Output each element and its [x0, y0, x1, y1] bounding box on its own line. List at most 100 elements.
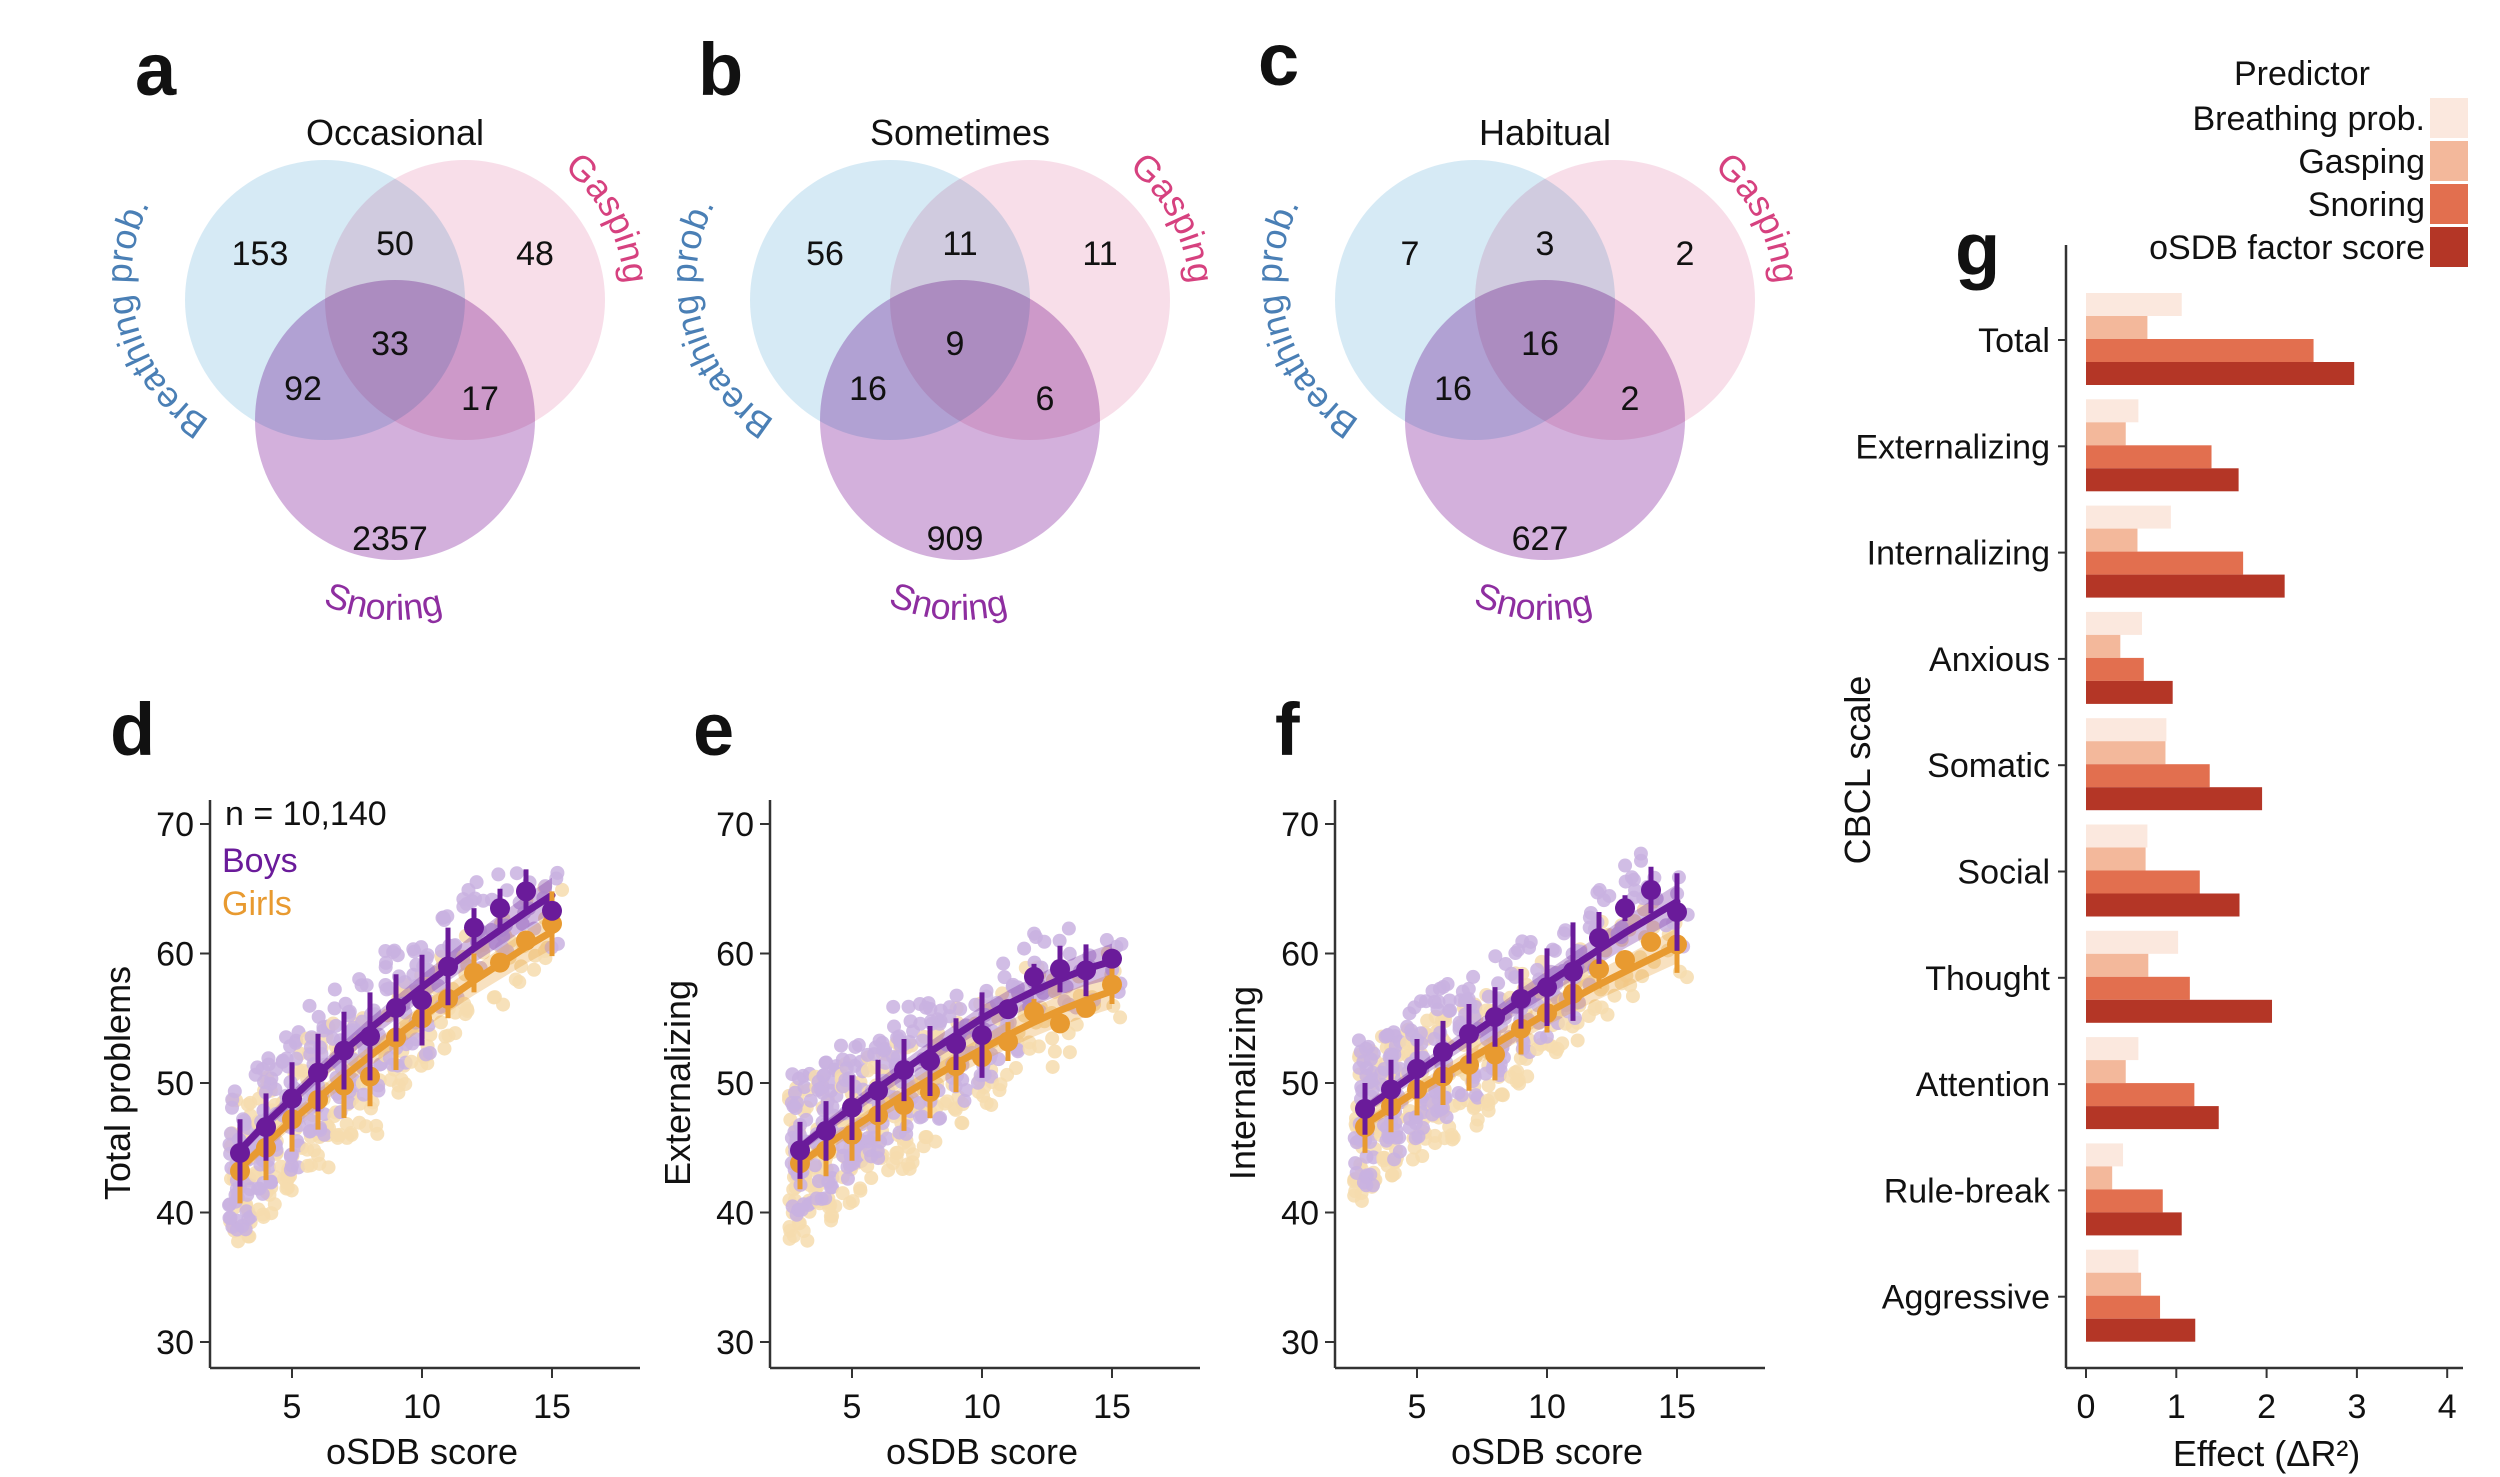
raw-point-boys	[1408, 1131, 1423, 1146]
raw-point-girls	[1594, 1000, 1609, 1015]
raw-point-boys	[848, 1039, 863, 1054]
raw-point-boys	[886, 999, 901, 1014]
category-label: Internalizing	[1867, 535, 2050, 573]
legend-swatch	[2430, 98, 2468, 138]
raw-point-boys	[912, 1110, 927, 1125]
raw-point-girls	[487, 990, 502, 1005]
raw-point-girls	[1113, 1010, 1128, 1025]
raw-point-girls	[459, 1001, 474, 1016]
bar-breathing-prob--anxious	[2086, 611, 2142, 635]
raw-point-boys	[235, 1219, 250, 1234]
x-axis-title: oSDB score	[326, 1431, 518, 1472]
bar-gasping-rule-break	[2086, 1166, 2113, 1190]
raw-point-girls	[1022, 1035, 1037, 1050]
raw-point-boys	[880, 1131, 895, 1146]
raw-point-boys	[1061, 921, 1076, 936]
sample-size-annotation: n = 10,140	[225, 795, 387, 833]
raw-point-boys	[1428, 1083, 1443, 1098]
mean-point-boys	[1511, 988, 1531, 1009]
x-axis-title: oSDB score	[886, 1431, 1078, 1472]
scatter-panel-e: 30 40 50 60 70 5 10 15 oSDB score Externalizing	[657, 800, 1200, 1472]
x-tick-label: 2	[2257, 1388, 2276, 1426]
mean-point-girls	[1102, 974, 1122, 995]
mean-point-boys	[438, 956, 458, 977]
panel-label-g: g	[1955, 208, 2000, 291]
raw-point-boys	[876, 1042, 891, 1057]
raw-point-girls	[1047, 1044, 1062, 1059]
raw-point-boys	[1481, 989, 1496, 1004]
raw-point-boys	[788, 1101, 803, 1116]
venn-circle-snoring	[820, 280, 1100, 560]
raw-point-girls	[905, 1155, 920, 1170]
raw-point-boys	[311, 1009, 326, 1024]
venn-count-gasping-snoring: 2	[1621, 380, 1640, 418]
raw-point-girls	[437, 1041, 452, 1056]
raw-point-boys	[1400, 1019, 1415, 1034]
raw-point-boys	[255, 1062, 270, 1077]
raw-point-boys	[303, 1047, 318, 1062]
bar-osdb-factor-score-externalizing	[2086, 468, 2239, 492]
venn-count-gasping-only: 2	[1676, 235, 1695, 273]
mean-point-girls	[1615, 949, 1635, 970]
raw-point-boys	[390, 948, 405, 963]
x-tick-label: 4	[2438, 1388, 2457, 1426]
y-tick-label: 70	[1281, 806, 1319, 844]
raw-point-boys	[996, 956, 1011, 971]
raw-point-girls	[1520, 1069, 1535, 1084]
mean-point-boys	[256, 1117, 276, 1138]
category-label: Aggressive	[1882, 1279, 2050, 1317]
raw-point-boys	[355, 1014, 370, 1029]
raw-point-boys	[275, 1053, 290, 1068]
mean-point-boys	[946, 1034, 966, 1055]
raw-point-boys	[991, 1052, 1006, 1067]
raw-point-boys	[1017, 941, 1032, 956]
raw-point-boys	[1413, 1026, 1428, 1041]
raw-point-boys	[1427, 994, 1442, 1009]
raw-point-boys	[949, 988, 964, 1003]
raw-point-boys	[304, 1030, 319, 1045]
legend-swatch	[2430, 227, 2468, 267]
mean-point-boys	[490, 898, 510, 919]
mean-point-boys	[308, 1062, 328, 1083]
mean-point-girls	[998, 1031, 1018, 1052]
bar-osdb-factor-score-rule-break	[2086, 1212, 2182, 1236]
mean-point-boys	[1563, 961, 1583, 982]
mean-point-girls	[1459, 1054, 1479, 1075]
raw-point-boys	[225, 1100, 240, 1115]
raw-point-girls	[1446, 1130, 1461, 1145]
raw-point-girls	[835, 1186, 850, 1201]
x-tick-label: 0	[2077, 1388, 2096, 1426]
raw-point-girls	[394, 1072, 409, 1087]
bar-breathing-prob--social	[2086, 824, 2148, 848]
mean-point-girls	[516, 930, 536, 951]
mean-point-boys	[334, 1040, 354, 1061]
mean-point-boys	[282, 1088, 302, 1109]
raw-point-girls	[1000, 1067, 1015, 1082]
raw-point-girls	[508, 972, 523, 987]
raw-point-boys	[437, 912, 452, 927]
bar-gasping-thought	[2086, 953, 2149, 977]
raw-point-boys	[942, 1009, 957, 1024]
bar-breathing-prob--somatic	[2086, 718, 2167, 742]
raw-point-girls	[358, 1119, 373, 1134]
x-tick-label: 10	[403, 1388, 441, 1426]
raw-point-boys	[799, 1112, 814, 1127]
mean-point-boys	[1615, 898, 1635, 919]
raw-point-boys	[509, 866, 524, 881]
raw-point-boys	[1037, 934, 1052, 949]
panel-label-f: f	[1275, 688, 1300, 771]
x-axis-title: oSDB score	[1451, 1431, 1643, 1472]
bar-breathing-prob--thought	[2086, 930, 2179, 954]
raw-point-boys	[264, 1071, 279, 1086]
raw-point-girls	[251, 1202, 266, 1217]
raw-point-boys	[814, 1191, 829, 1206]
raw-point-boys	[953, 1002, 968, 1017]
mean-point-boys	[1537, 977, 1557, 998]
venn-set-label-snoring-path: Snoring	[885, 574, 1011, 628]
panel-label-c: c	[1258, 18, 1299, 101]
raw-point-girls	[1495, 1088, 1510, 1103]
bar-gasping-externalizing	[2086, 422, 2126, 446]
raw-point-boys	[923, 1002, 938, 1017]
raw-point-boys	[378, 960, 393, 975]
